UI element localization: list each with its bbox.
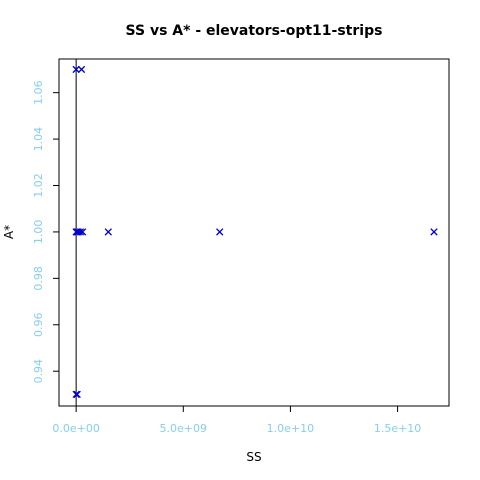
y-tick-label: 1.06 [32,80,45,105]
y-tick-label: 1.00 [32,220,45,245]
data-point [73,390,81,399]
data-point [104,228,112,236]
x-axis: 0.0e+00 5.0e+09 1.0e+10 1.5e+10 [52,405,421,435]
data-point [430,228,438,236]
y-tick-label: 0.98 [32,266,45,291]
data-point [216,228,224,236]
data-point [72,390,80,399]
x-tick-label: 1.0e+10 [267,422,314,435]
data-point [77,65,86,74]
x-tick-label: 5.0e+09 [160,422,207,435]
y-axis: 0.94 0.96 0.98 1.00 1.02 1.04 1.06 [32,80,60,384]
chart-title: SS vs A* - elevators-opt11-strips [126,23,383,39]
data-point [78,228,87,236]
plot-frame [58,58,450,407]
data-points [72,65,438,399]
y-tick-label: 0.96 [32,313,45,338]
y-axis-title: A* [2,225,16,239]
x-axis-title: SS [246,450,261,464]
data-point [72,65,80,74]
x-tick-label: 0.0e+00 [52,422,99,435]
y-tick-label: 1.04 [32,127,45,152]
data-point [73,228,81,236]
x-tick-label: 1.5e+10 [374,422,421,435]
y-tick-label: 1.02 [32,173,45,198]
data-point [76,228,85,236]
y-tick-label: 0.94 [32,359,45,384]
